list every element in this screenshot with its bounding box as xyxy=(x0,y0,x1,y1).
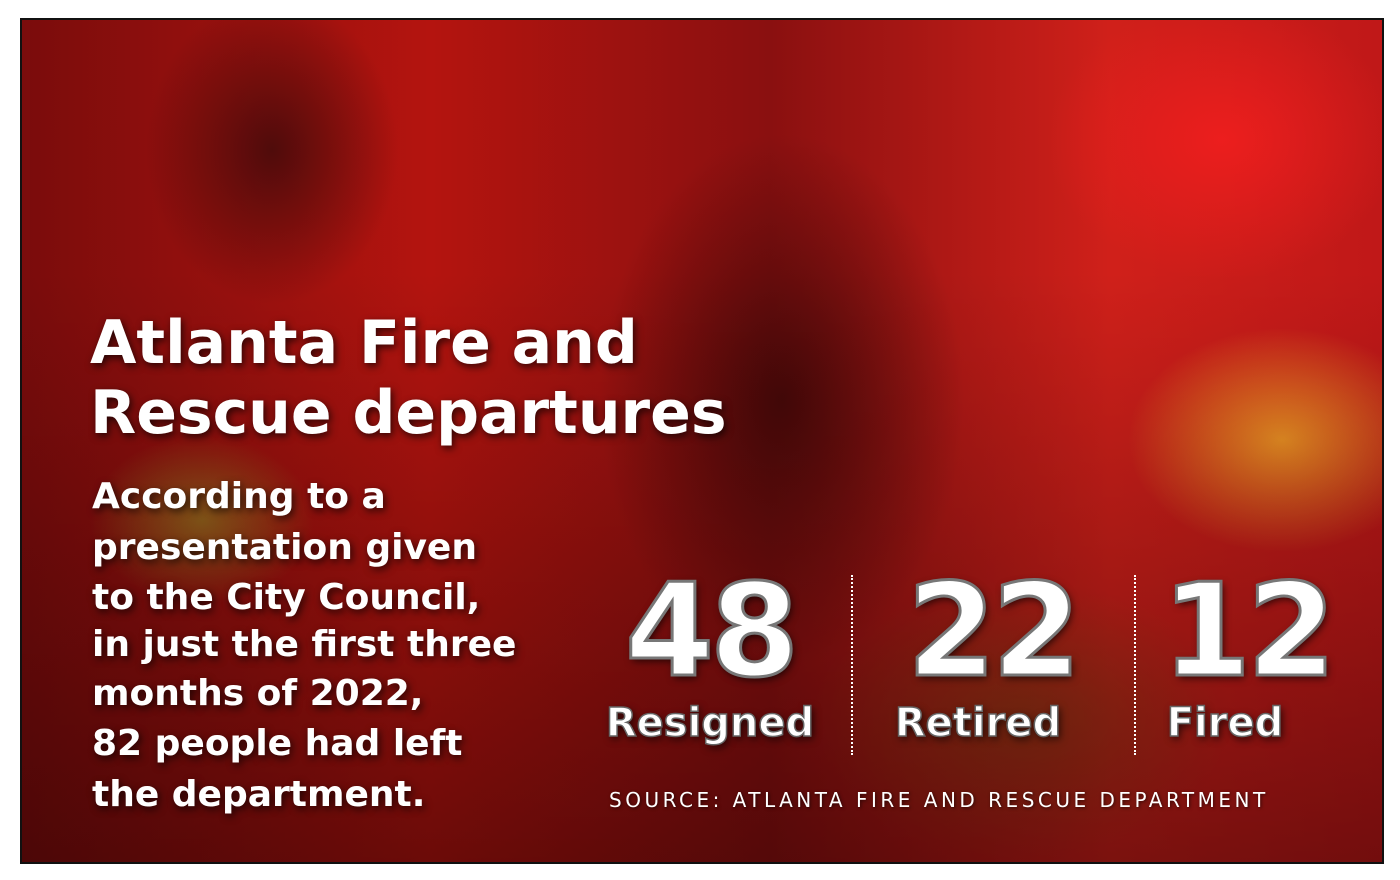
body-text: in just the first three xyxy=(92,624,517,665)
background-shade xyxy=(22,20,1382,862)
stat-value: 48 xyxy=(623,557,800,706)
body-text: 82 people had left xyxy=(92,723,463,764)
body-text: to the City Council, xyxy=(92,577,481,618)
source: SOURCE: ATLANTA FIRE AND RESCUE DEPARTME… xyxy=(609,788,1269,812)
stat-value: 22 xyxy=(905,557,1082,706)
body-text: presentation given xyxy=(92,527,477,568)
separator xyxy=(851,575,853,755)
stat-label: Resigned xyxy=(605,699,815,747)
stat-label: Retired xyxy=(894,699,1062,747)
separator xyxy=(1134,575,1136,755)
title: Atlanta Fire and xyxy=(90,308,638,378)
stat-value: 12 xyxy=(1160,557,1337,706)
stat-label: Fired xyxy=(1166,699,1284,747)
body-text: the department. xyxy=(92,774,426,815)
body-text: months of 2022, xyxy=(92,673,424,714)
title: Rescue departures xyxy=(90,378,727,448)
infographic: Atlanta Fire and Rescue departures Accor… xyxy=(20,18,1384,864)
body-text: According to a xyxy=(92,476,386,517)
